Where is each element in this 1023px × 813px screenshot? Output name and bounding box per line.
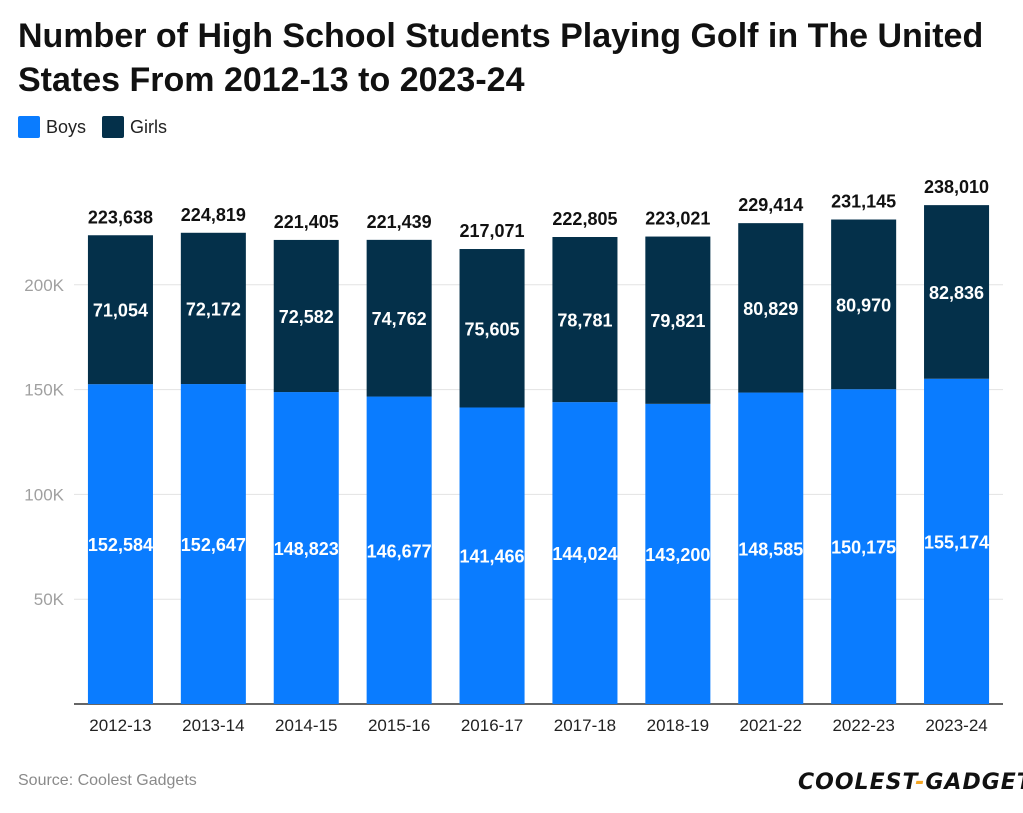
bar-boys: [552, 402, 618, 704]
data-label-total: 223,638: [88, 207, 153, 227]
data-label-boys: 141,466: [460, 547, 525, 567]
data-label-girls: 74,762: [372, 309, 427, 329]
x-tick-label: 2018-19: [647, 716, 709, 735]
y-tick-label: 150K: [24, 381, 64, 400]
x-tick-label: 2023-24: [925, 716, 987, 735]
legend-swatch-girls: [102, 116, 125, 138]
data-label-total: 217,071: [460, 221, 525, 241]
data-label-girls: 80,829: [743, 299, 798, 319]
legend-item-girls[interactable]: Girls: [102, 116, 167, 138]
source-note: Source: Coolest Gadgets: [18, 772, 197, 789]
bar-boys: [738, 392, 804, 704]
bar-boys: [459, 407, 525, 704]
chart-title: Number of High School Students Playing G…: [18, 17, 984, 99]
bar-boys: [180, 384, 246, 704]
data-label-total: 221,439: [367, 212, 432, 232]
bar-girls: [645, 236, 711, 404]
legend-label-boys: Boys: [46, 116, 87, 137]
x-tick-label: 2012-13: [89, 716, 151, 735]
logo-part-2: GADGETS: [925, 770, 1023, 795]
legend: Boys Girls: [18, 116, 173, 138]
bar-girls: [180, 232, 246, 385]
data-label-total: 221,405: [274, 212, 339, 232]
data-label-girls: 72,582: [279, 307, 334, 327]
data-label-total: 223,021: [645, 209, 710, 229]
legend-item-boys[interactable]: Boys: [18, 116, 86, 138]
x-tick-label: 2014-15: [275, 716, 337, 735]
x-tick-label: 2022-23: [832, 716, 894, 735]
data-label-boys: 150,175: [831, 538, 896, 558]
data-label-boys: 146,677: [367, 541, 432, 561]
bar-boys: [924, 378, 990, 704]
data-label-girls: 80,970: [836, 295, 891, 315]
x-tick-label: 2015-16: [368, 716, 430, 735]
logo-part-1: COOLEST: [798, 770, 916, 795]
legend-label-girls: Girls: [130, 116, 168, 137]
data-label-total: 222,805: [552, 209, 617, 229]
x-tick-label: 2016-17: [461, 716, 523, 735]
data-label-total: 224,819: [181, 205, 246, 225]
bar-girls: [831, 219, 897, 390]
x-tick-label: 2021-22: [740, 716, 802, 735]
data-label-total: 229,414: [738, 195, 803, 215]
data-label-girls: 71,054: [93, 301, 148, 321]
bar-girls: [552, 237, 618, 403]
data-label-boys: 155,174: [924, 532, 989, 552]
bar-girls: [738, 223, 804, 393]
data-label-boys: 143,200: [645, 545, 710, 565]
bar-girls: [366, 239, 432, 397]
bar-girls: [87, 235, 153, 385]
legend-swatch-boys: [18, 116, 40, 138]
x-tick-label: 2017-18: [554, 716, 616, 735]
data-label-girls: 79,821: [650, 311, 705, 331]
bar-girls: [273, 239, 339, 393]
data-label-girls: 72,172: [186, 299, 241, 319]
bar-boys: [366, 396, 432, 704]
data-label-boys: 148,823: [274, 539, 339, 559]
y-tick-label: 100K: [24, 485, 64, 504]
x-tick-label: 2013-14: [182, 716, 244, 735]
data-label-total: 231,145: [831, 192, 896, 212]
logo-dash: -: [915, 770, 926, 795]
coolest-gadgets-logo: COOLEST-GADGETS: [798, 770, 1023, 795]
bar-boys: [831, 389, 897, 704]
data-label-total: 238,010: [924, 177, 989, 197]
bar-girls: [924, 205, 990, 379]
bar-boys: [87, 384, 153, 704]
bar-boys: [273, 392, 339, 704]
data-label-girls: 82,836: [929, 283, 984, 303]
y-tick-label: 200K: [24, 276, 64, 295]
y-tick-label: 50K: [34, 590, 65, 609]
bar-girls: [459, 249, 525, 408]
data-label-boys: 148,585: [738, 539, 803, 559]
data-label-girls: 75,605: [465, 319, 520, 339]
bar-boys: [645, 403, 711, 704]
data-label-boys: 144,024: [552, 544, 617, 564]
data-label-girls: 78,781: [557, 311, 612, 331]
data-label-boys: 152,647: [181, 535, 246, 555]
data-label-boys: 152,584: [88, 535, 153, 555]
